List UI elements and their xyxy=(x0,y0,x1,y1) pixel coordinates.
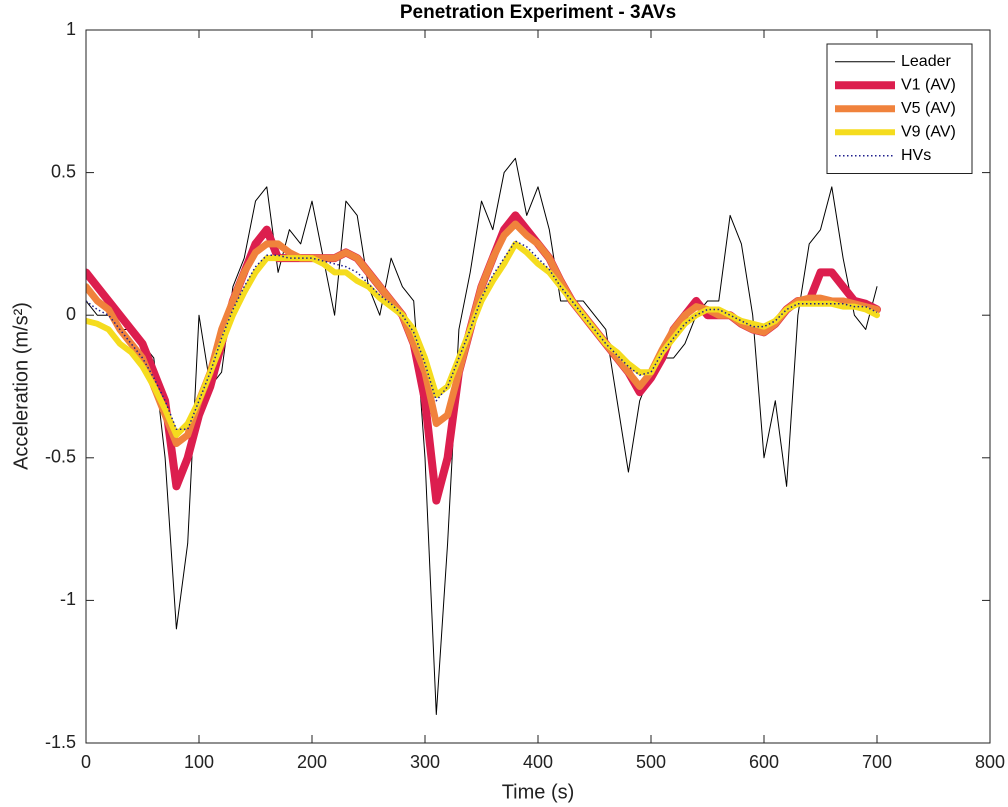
x-tick-label: 700 xyxy=(862,752,892,772)
legend-label: V1 (AV) xyxy=(901,76,956,93)
x-tick-label: 100 xyxy=(184,752,214,772)
y-tick-label: -0.5 xyxy=(45,447,76,467)
chart-title: Penetration Experiment - 3AVs xyxy=(400,2,676,23)
x-tick-label: 400 xyxy=(523,752,553,772)
legend-label: V9 (AV) xyxy=(901,123,956,140)
series-line xyxy=(86,240,878,431)
y-tick-label: 0.5 xyxy=(51,161,76,181)
series-line xyxy=(86,240,880,438)
x-tick-label: 300 xyxy=(410,752,440,772)
x-tick-label: 0 xyxy=(81,752,91,772)
y-axis-label: Acceleration (m/s²) xyxy=(10,302,32,470)
y-tick-label: 0 xyxy=(66,304,76,324)
y-tick-label: -1.5 xyxy=(45,732,76,752)
y-tick-label: 1 xyxy=(66,19,76,39)
legend-label: Leader xyxy=(901,53,951,70)
plot-frame xyxy=(85,29,991,744)
x-tick-label: 500 xyxy=(636,752,666,772)
y-tick-label: -1 xyxy=(60,589,76,609)
legend-label: V5 (AV) xyxy=(901,100,956,117)
x-tick-label: 600 xyxy=(749,752,779,772)
legend-label: HVs xyxy=(901,147,931,164)
series-line xyxy=(86,157,878,715)
x-axis-label: Time (s) xyxy=(502,781,575,803)
x-tick-label: 800 xyxy=(975,752,1005,772)
x-tick-label: 200 xyxy=(297,752,327,772)
series-line xyxy=(86,220,881,448)
